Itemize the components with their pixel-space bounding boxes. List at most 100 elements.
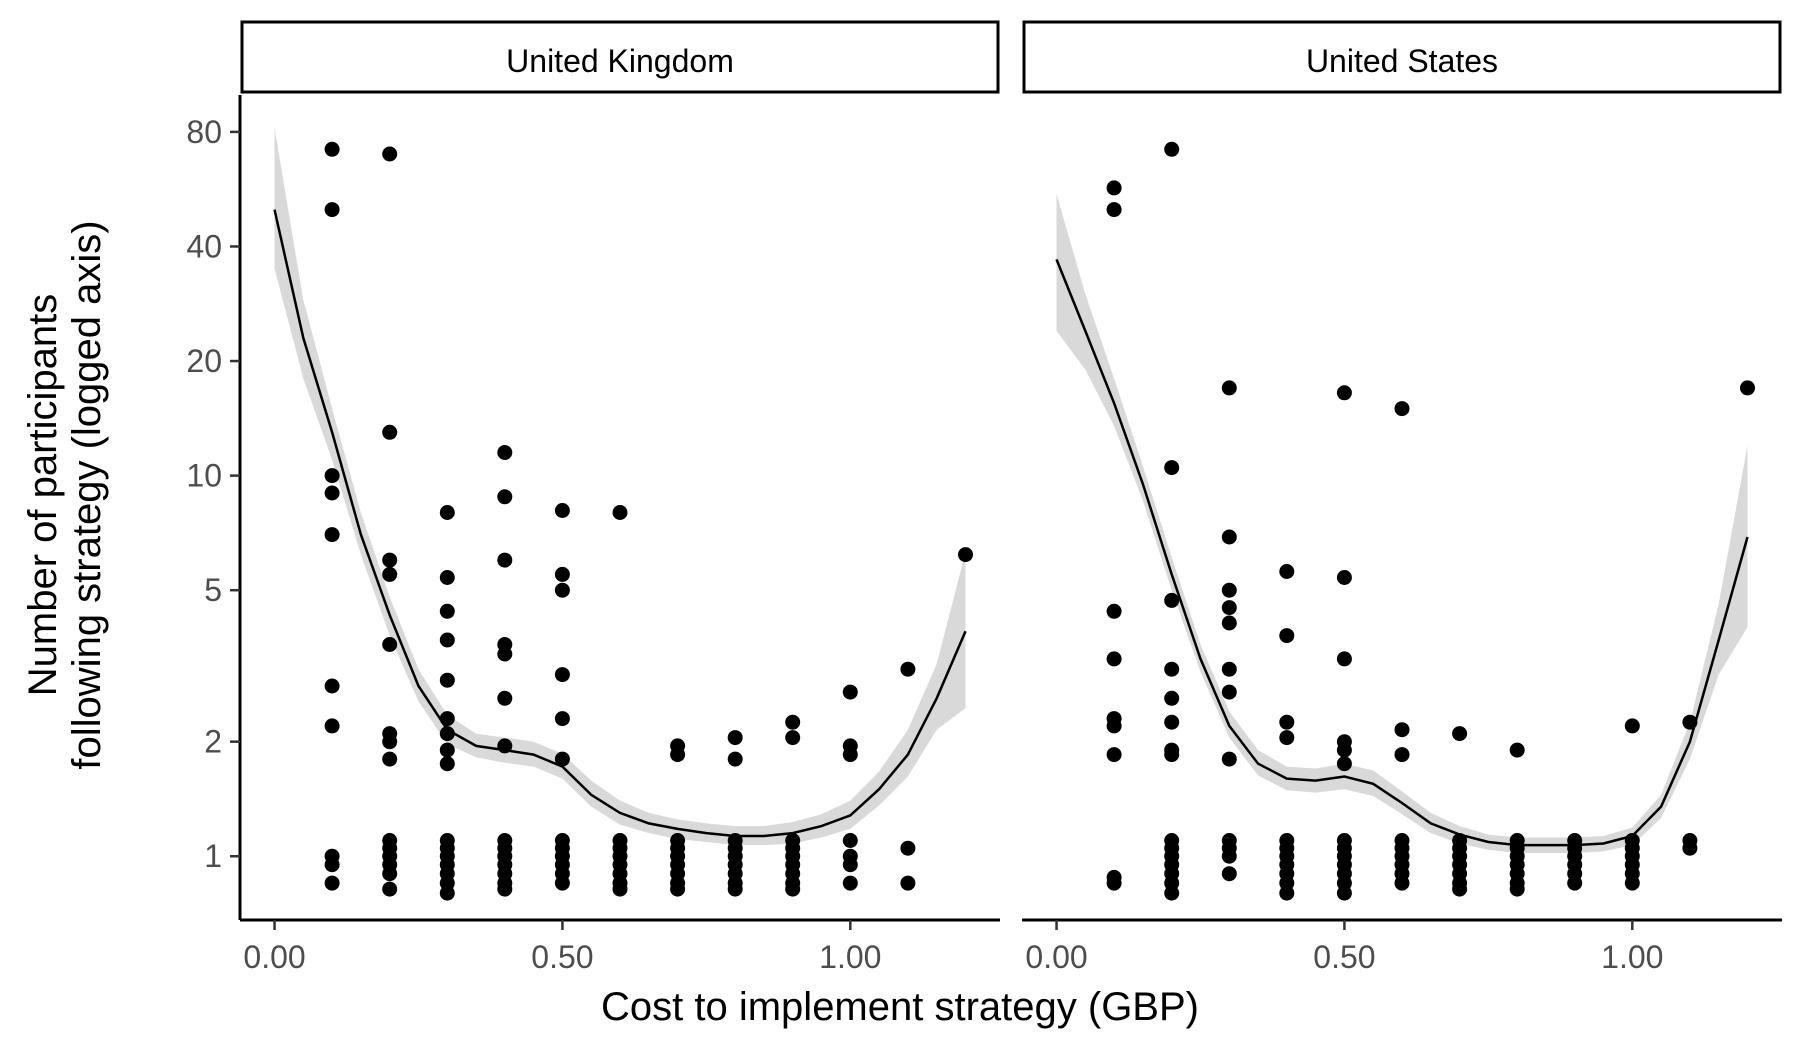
x-tick-label: 1.00 <box>1601 939 1663 975</box>
data-point <box>1279 714 1295 730</box>
data-point <box>842 684 858 700</box>
data-point <box>612 505 628 520</box>
data-point <box>324 875 340 891</box>
data-point <box>1336 651 1352 667</box>
data-point <box>439 505 455 520</box>
data-point <box>1279 885 1295 901</box>
y-axis-title-line-1: Number of participants <box>21 294 65 696</box>
y-tick-label: 20 <box>186 343 222 379</box>
data-point <box>1394 722 1410 738</box>
data-point <box>1221 661 1237 677</box>
facet-strip <box>1022 20 1782 94</box>
panels-layer: United Kingdom 0.00 0.50 1.00 United States 0… <box>240 20 1782 975</box>
data-point <box>324 857 340 873</box>
data-point <box>1740 380 1755 396</box>
data-point <box>842 747 858 763</box>
data-point <box>382 552 398 568</box>
data-point <box>1394 747 1410 763</box>
data-point <box>1452 881 1468 897</box>
facet-strip <box>240 20 1000 94</box>
data-point <box>1106 718 1122 734</box>
data-point <box>1452 726 1468 742</box>
data-point <box>439 885 455 901</box>
data-point <box>497 881 513 897</box>
data-point <box>324 485 340 501</box>
data-point <box>1164 747 1180 763</box>
data-point <box>1221 751 1237 767</box>
data-point <box>497 445 513 460</box>
data-point <box>727 751 743 767</box>
data-point <box>439 570 455 585</box>
data-point <box>1394 875 1410 891</box>
x-tick-label: 0.50 <box>1313 939 1375 975</box>
data-point <box>382 637 398 652</box>
confidence-ribbon <box>274 127 966 846</box>
facet-strip-label: United Kingdom <box>506 43 734 79</box>
data-point <box>554 751 570 767</box>
data-point <box>1279 628 1295 644</box>
data-point <box>900 840 916 856</box>
data-point <box>382 881 398 897</box>
data-point <box>900 661 916 677</box>
data-point <box>1106 747 1122 763</box>
data-point <box>324 527 340 543</box>
y-axis: 1 2 5 10 20 40 80 <box>186 95 242 920</box>
data-point <box>1221 600 1237 616</box>
data-point <box>842 857 858 873</box>
data-point <box>1106 180 1122 196</box>
data-point <box>785 714 801 730</box>
data-point <box>324 141 340 157</box>
data-point <box>670 881 686 897</box>
data-point <box>554 875 570 891</box>
data-point <box>324 718 340 734</box>
data-point <box>1509 881 1525 897</box>
data-point <box>1164 141 1180 157</box>
data-point <box>439 726 455 742</box>
x-tick-label: 0.50 <box>531 939 593 975</box>
data-point <box>1509 742 1525 758</box>
data-point <box>1336 570 1352 585</box>
data-point <box>497 489 513 505</box>
data-point <box>1164 885 1180 901</box>
data-point <box>958 547 973 563</box>
data-point <box>382 734 398 750</box>
data-point <box>554 711 570 727</box>
data-point <box>439 742 455 758</box>
data-point <box>785 881 801 897</box>
x-tick-label: 0.00 <box>243 939 305 975</box>
data-point <box>439 632 455 648</box>
data-point <box>727 730 743 746</box>
data-point <box>382 424 398 440</box>
data-point <box>900 875 916 891</box>
data-point <box>382 751 398 767</box>
data-point <box>554 667 570 683</box>
data-point <box>439 756 455 772</box>
data-point <box>1106 603 1122 619</box>
data-point <box>497 552 513 568</box>
data-point <box>554 503 570 518</box>
data-point <box>1164 592 1180 608</box>
data-point <box>324 202 340 218</box>
data-point <box>1221 380 1237 396</box>
x-tick-label: 1.00 <box>819 939 881 975</box>
data-point <box>1279 564 1295 579</box>
data-point <box>842 875 858 891</box>
facet-strip-label: United States <box>1306 43 1498 79</box>
y-tick-label: 1 <box>204 838 222 874</box>
data-point <box>439 603 455 619</box>
smooth-trend-line <box>273 209 967 838</box>
data-point <box>1336 385 1352 401</box>
data-point <box>439 672 455 688</box>
data-point <box>1624 875 1640 891</box>
smooth-trend-line <box>1055 258 1749 847</box>
data-point <box>1164 460 1180 476</box>
y-tick-label: 40 <box>186 228 222 264</box>
data-point <box>670 747 686 763</box>
data-point <box>1164 661 1180 677</box>
data-point <box>1164 690 1180 706</box>
data-point <box>382 566 398 582</box>
x-axis-title: Cost to implement strategy (GBP) <box>601 985 1199 1029</box>
data-point <box>1336 756 1352 772</box>
data-point <box>1279 730 1295 746</box>
